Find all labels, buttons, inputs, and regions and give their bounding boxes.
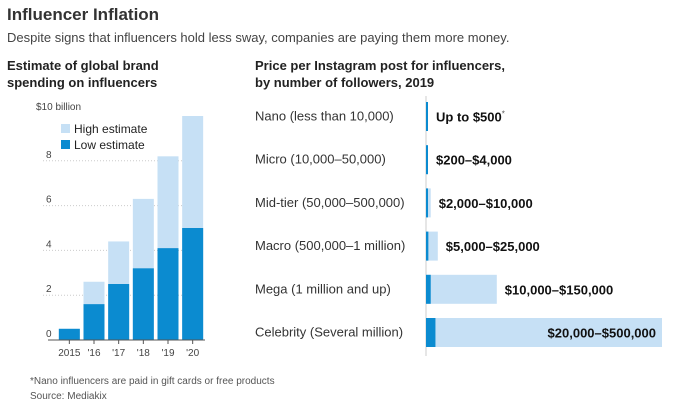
spending-chart-title-line-1: Estimate of global brand xyxy=(7,58,159,73)
low-estimate-bar xyxy=(108,284,130,340)
y-tick-label: 2 xyxy=(46,284,52,295)
y-tick-label: 0 xyxy=(46,329,52,340)
price-chart-title-line-2: by number of followers, 2019 xyxy=(255,75,435,90)
y-tick-label: 8 xyxy=(46,150,52,161)
footnote: *Nano influencers are paid in gift cards… xyxy=(30,376,275,387)
price-row-category: Micro (10,000–50,000) xyxy=(255,152,386,167)
x-tick-label: '19 xyxy=(161,348,174,359)
price-range-label: $200–$4,000 xyxy=(436,153,512,168)
price-range-label: $2,000–$10,000 xyxy=(439,196,533,211)
price-minimum-bar xyxy=(426,231,429,261)
price-row-category: Mega (1 million and up) xyxy=(255,281,391,296)
price-range-bar xyxy=(426,231,438,261)
source-note: Source: Mediakix xyxy=(30,391,107,402)
legend-swatch-low xyxy=(61,140,70,149)
legend-label-high: High estimate xyxy=(74,122,148,136)
y-tick-label: 6 xyxy=(46,195,52,206)
y-top-label: $10 billion xyxy=(36,102,81,113)
low-estimate-bar xyxy=(182,228,204,340)
price-row-category: Mid-tier (50,000–500,000) xyxy=(255,195,405,210)
price-row-category: Nano (less than 10,000) xyxy=(255,109,394,124)
low-estimate-bar xyxy=(157,248,179,340)
price-range-label: $20,000–$500,000 xyxy=(548,326,656,341)
x-tick-label: '18 xyxy=(137,348,150,359)
footnote-marker: * xyxy=(502,110,505,119)
price-minimum-bar xyxy=(426,145,428,175)
price-range-bar xyxy=(426,188,431,218)
spending-chart-title: Estimate of global brand spending on inf… xyxy=(7,57,159,91)
x-tick-label: 2015 xyxy=(58,348,81,359)
price-row-category: Macro (500,000–1 million) xyxy=(255,238,405,253)
legend-label-low: Low estimate xyxy=(74,138,145,152)
price-minimum-bar xyxy=(426,102,428,131)
x-tick-label: '16 xyxy=(87,348,100,359)
low-estimate-bar xyxy=(132,268,154,340)
price-range-label: $10,000–$150,000 xyxy=(505,282,613,297)
price-chart-title-line-1: Price per Instagram post for influencers… xyxy=(255,58,505,73)
x-tick-label: '20 xyxy=(186,348,199,359)
spending-chart-title-line-2: spending on influencers xyxy=(7,75,158,90)
price-minimum-bar xyxy=(426,274,431,304)
chart-subtitle: Despite signs that influencers hold less… xyxy=(7,30,510,45)
low-estimate-bar xyxy=(58,328,80,340)
price-minimum-bar xyxy=(426,188,428,218)
price-range-bar xyxy=(426,274,497,304)
price-range-label: Up to $500* xyxy=(436,110,505,125)
price-range-bar xyxy=(426,318,662,347)
chart-title: Influencer Inflation xyxy=(7,5,160,24)
y-tick-label: 4 xyxy=(46,239,52,250)
legend-swatch-high xyxy=(61,124,70,133)
price-minimum-bar xyxy=(426,318,436,347)
price-row-category: Celebrity (Several million) xyxy=(255,325,403,340)
x-tick-label: '17 xyxy=(112,348,125,359)
low-estimate-bar xyxy=(83,304,105,340)
price-chart-title: Price per Instagram post for influencers… xyxy=(255,57,505,91)
price-range-label: $5,000–$25,000 xyxy=(446,239,540,254)
